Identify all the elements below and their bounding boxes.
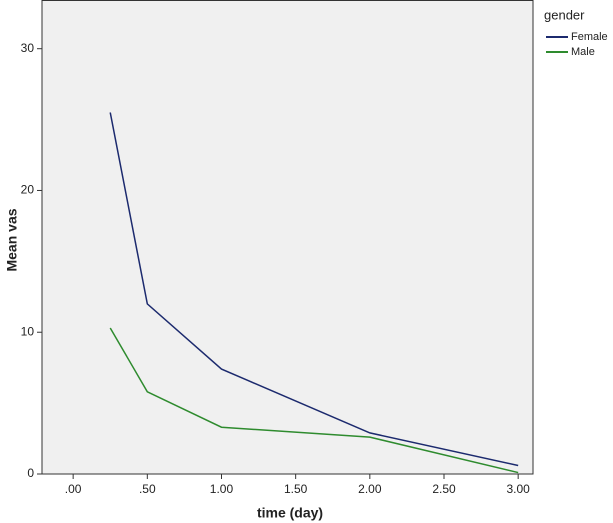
- x-tick-label: 3.00: [506, 482, 530, 496]
- y-tick-label: 10: [21, 324, 35, 338]
- legend-label: Male: [571, 46, 595, 58]
- x-tick-label: 2.00: [358, 482, 382, 496]
- y-tick-label: 30: [21, 41, 35, 55]
- series-line: [109, 112, 519, 467]
- x-tick-label: 1.00: [210, 482, 234, 496]
- y-tick-label: 0: [27, 466, 34, 480]
- x-axis-title: time (day): [257, 505, 323, 521]
- y-axis-title: Mean vas: [4, 208, 20, 271]
- series-line: [109, 327, 519, 474]
- legend-title: gender: [544, 7, 585, 22]
- plot-area: [41, 0, 534, 475]
- x-tick-label: 2.50: [432, 482, 456, 496]
- x-tick-label: 1.50: [284, 482, 308, 496]
- y-tick-label: 20: [21, 183, 35, 197]
- legend-label: Female: [571, 31, 608, 43]
- x-tick-label: .00: [65, 482, 82, 496]
- x-tick-label: .50: [139, 482, 156, 496]
